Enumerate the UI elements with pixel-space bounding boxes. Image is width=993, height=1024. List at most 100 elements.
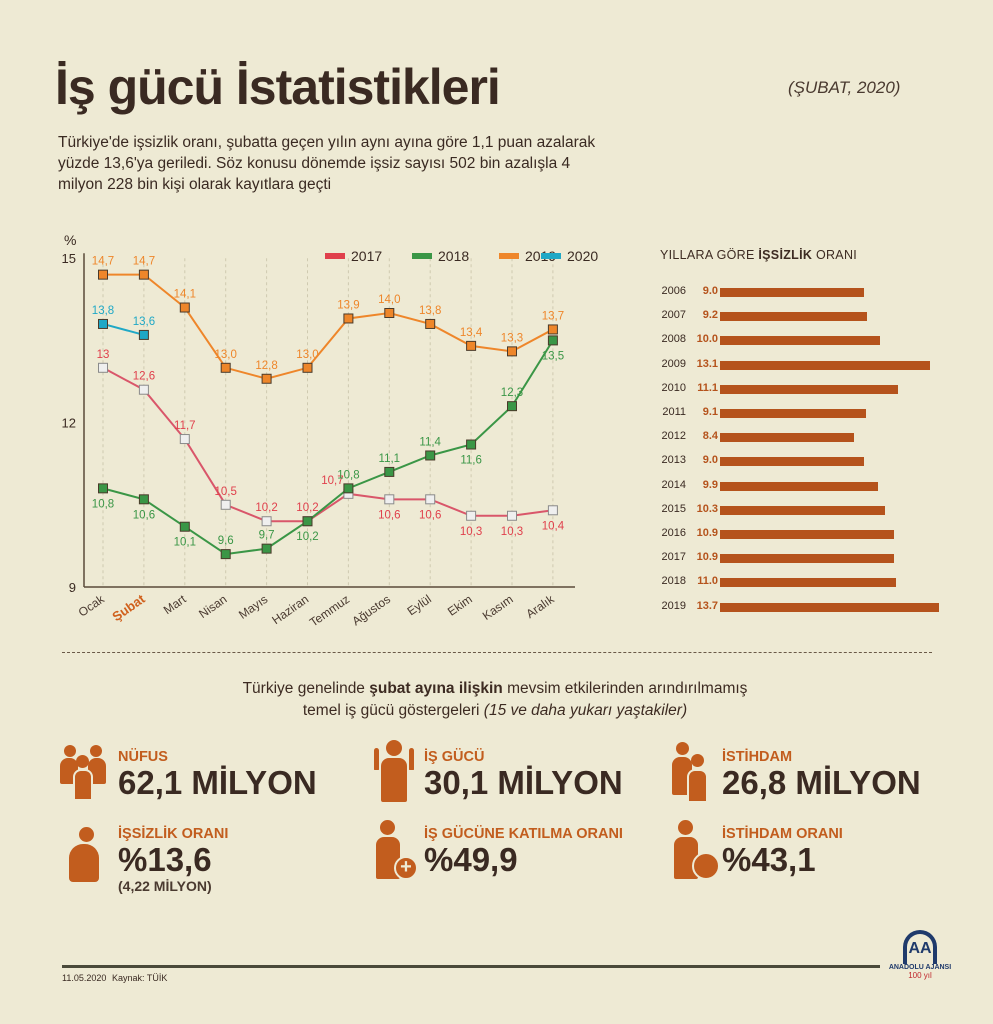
data-label-2020: 13,8 — [92, 305, 114, 317]
x-tick-label: Ekim — [445, 592, 475, 619]
data-label-2019: 12,8 — [255, 360, 277, 372]
data-point-2017 — [425, 494, 436, 505]
bar-row: 2011 9.1 — [650, 406, 970, 419]
bar — [720, 505, 885, 515]
legend-swatch-2020 — [541, 253, 561, 259]
bar-row: 2009 13.1 — [650, 357, 970, 371]
data-point-2019 — [384, 308, 395, 318]
subtitle-italic: (15 ve daha yukarı yaştakiler) — [483, 702, 688, 719]
data-point-2018 — [466, 439, 477, 450]
anadolu-agency-logo: AA ANADOLU AJANSI 100 yıl — [885, 930, 955, 1000]
data-label-2019: 13,4 — [460, 327, 483, 339]
data-label-2020: 13,6 — [133, 316, 155, 328]
data-label-2019: 14,7 — [133, 256, 155, 268]
data-label-2018: 10,8 — [337, 469, 359, 481]
stat-label: NÜFUS — [118, 749, 168, 765]
data-point-2018 — [98, 483, 108, 494]
stat-label: İŞ GÜCÜ — [424, 749, 485, 765]
bar-year-label: 2012 — [661, 430, 686, 443]
bar — [720, 554, 895, 564]
x-tick-label: Mart — [161, 592, 189, 618]
bar-year-label: 2007 — [661, 309, 686, 322]
data-label-2019: 13,7 — [542, 310, 564, 322]
y-tick-label: 15 — [62, 251, 76, 266]
data-point-2017 — [138, 384, 149, 395]
data-label-2019: 13,9 — [337, 299, 359, 311]
bar-title-bold: İŞSİZLİK — [758, 248, 813, 262]
bar-year-label: 2009 — [661, 357, 686, 370]
data-label-2018: 11,6 — [460, 455, 482, 467]
data-point-2019 — [220, 362, 231, 373]
x-tick-label: Temmuz — [307, 592, 352, 629]
data-point-2019 — [138, 269, 149, 280]
bar-value-label: 10.9 — [696, 551, 718, 564]
footer-line — [62, 965, 880, 968]
data-label-2017: 10,4 — [542, 520, 565, 532]
data-point-2018 — [302, 516, 313, 527]
data-point-2019 — [343, 313, 354, 324]
intro-text: Türkiye'de işsizlik oranı, şubatta geçen… — [58, 134, 596, 193]
bar-row: 2012 8.4 — [650, 430, 970, 443]
data-point-2018 — [138, 494, 149, 505]
data-point-2017 — [466, 510, 477, 521]
bar-year-label: 2006 — [661, 285, 686, 297]
bar-year-label: 2019 — [661, 599, 686, 612]
data-label-2017: 10,6 — [419, 509, 441, 521]
legend-label-2017: 2017 — [351, 248, 382, 264]
data-label-2017: 13 — [97, 349, 110, 361]
data-label-2018: 10,1 — [174, 537, 196, 549]
data-label-2019: 14,7 — [92, 256, 114, 268]
data-point-2019 — [98, 269, 108, 280]
data-label-2017: 10,3 — [501, 526, 523, 538]
data-label-2017: 11,7 — [174, 420, 196, 432]
indicators-subtitle: Türkiye genelinde şubat ayına ilişkin me… — [100, 678, 890, 722]
bar-year-label: 2017 — [661, 551, 686, 564]
bar-value-label: 9.0 — [702, 454, 718, 467]
x-tick-label: Ocak — [76, 591, 108, 619]
x-tick-label: Aralık — [523, 591, 557, 621]
stat-value: 26,8 MİLYON — [722, 764, 921, 801]
data-point-2017 — [547, 505, 558, 516]
data-label-2018: 10,2 — [296, 531, 318, 543]
data-label-2019: 13,8 — [419, 305, 441, 317]
bar-row: 2017 10.9 — [650, 551, 970, 564]
series-line-2017 — [102, 366, 554, 523]
x-tick-label: Nisan — [196, 592, 229, 621]
data-point-2017 — [98, 362, 108, 373]
data-point-2019 — [261, 373, 272, 384]
data-label-2017: 10,2 — [255, 502, 277, 514]
bar-year-label: 2011 — [662, 406, 686, 418]
bar — [720, 360, 930, 370]
y-tick-label: 9 — [69, 580, 76, 595]
bar — [720, 312, 868, 322]
bar — [720, 336, 880, 346]
labor-force-icon — [372, 740, 422, 802]
subtitle-text: temel iş gücü göstergeleri — [302, 702, 484, 719]
participation-icon: + — [372, 820, 422, 882]
data-point-2018 — [425, 450, 436, 461]
data-point-2017 — [220, 499, 231, 510]
divider — [62, 652, 932, 653]
bar — [720, 433, 855, 443]
bar — [720, 578, 896, 588]
bar-chart-title: YILLARA GÖRE İŞSİZLİK ORANI — [660, 248, 857, 262]
bar — [720, 288, 864, 297]
data-label-2019: 13,0 — [296, 349, 318, 361]
bar-value-label: 10.0 — [696, 333, 718, 346]
data-label-2018: 10,6 — [133, 509, 155, 521]
bar-year-label: 2014 — [661, 478, 686, 491]
x-tick-label: Şubat — [109, 591, 148, 624]
bar-row: 2008 10.0 — [650, 333, 970, 346]
x-tick-label: Eylül — [405, 592, 434, 618]
population-icon — [60, 745, 110, 807]
bar-year-label: 2013 — [661, 454, 686, 467]
data-point-2019 — [179, 302, 190, 313]
series-line-2019 — [103, 273, 554, 380]
data-label-2017: 10,5 — [215, 486, 237, 498]
subtitle-text: mevsim etkilerinden arındırılmamış — [502, 680, 748, 697]
stat-value: 30,1 MİLYON — [424, 764, 623, 801]
footer-date: 11.05.2020 — [62, 973, 107, 983]
stat-note: (4,22 MİLYON) — [118, 878, 212, 894]
bar-value-label: 10.3 — [696, 502, 718, 515]
bar-value-label: 9.1 — [702, 406, 718, 418]
